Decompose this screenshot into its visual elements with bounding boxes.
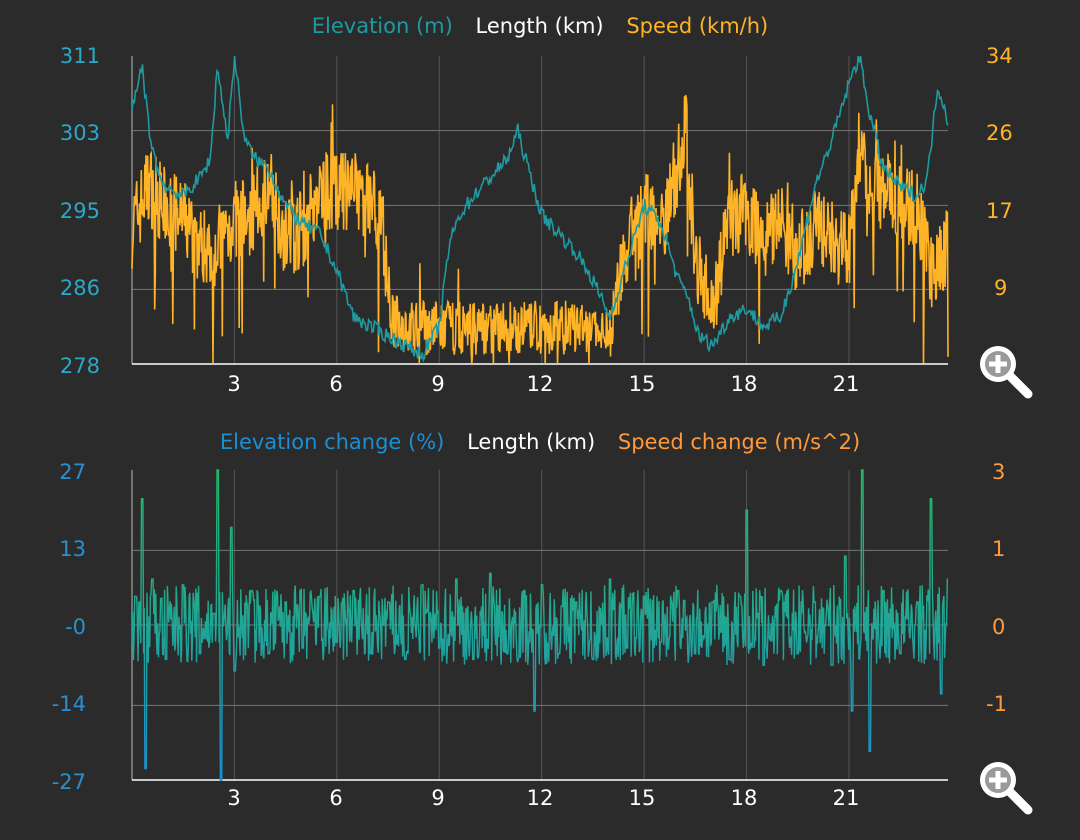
x-tick: 15: [628, 786, 656, 810]
y-left-tick: 278: [59, 354, 100, 378]
x-tick: 6: [329, 786, 343, 810]
legend-elevation: Elevation (m): [311, 14, 453, 38]
y-right-tick: 17: [986, 199, 1013, 223]
legend-speed-change: Speed change (m/s^2): [617, 430, 861, 454]
x-tick: 12: [526, 372, 554, 396]
elevation-speed-change-plot[interactable]: [0, 420, 1080, 840]
y-right-tick: 26: [986, 121, 1013, 145]
y-left-tick: 303: [59, 121, 100, 145]
y-right-tick: 34: [986, 44, 1013, 68]
y-left-tick: -27: [51, 770, 86, 794]
y-left-tick: 286: [59, 276, 100, 300]
legend-speed: Speed (km/h): [626, 14, 769, 38]
legend-length: Length (km): [475, 14, 604, 38]
y-right-tick: 3: [992, 460, 1006, 484]
y-left-tick: 311: [59, 44, 100, 68]
x-tick: 3: [227, 372, 241, 396]
x-tick: 15: [628, 372, 656, 396]
y-right-tick: 9: [994, 276, 1008, 300]
legend-length: Length (km): [467, 430, 596, 454]
elevation-speed-change-chart: Elevation change (%) Length (km) Speed c…: [0, 420, 1080, 840]
zoom-in-icon[interactable]: [972, 338, 1036, 402]
x-tick: 6: [329, 372, 343, 396]
elevation-change-series-line: [131, 469, 948, 781]
y-left-tick: -14: [51, 692, 86, 716]
chart1-legend: Elevation (m) Length (km) Speed (km/h): [0, 14, 1080, 38]
chart2-legend: Elevation change (%) Length (km) Speed c…: [0, 430, 1080, 454]
y-right-tick: 0: [992, 615, 1006, 639]
y-left-tick: -0: [65, 615, 86, 639]
elevation-speed-plot[interactable]: [0, 0, 1080, 410]
x-tick: 9: [431, 786, 445, 810]
elevation-speed-chart: Elevation (m) Length (km) Speed (km/h) 3…: [0, 0, 1080, 410]
y-left-tick: 27: [59, 460, 86, 484]
zoom-in-icon[interactable]: [972, 754, 1036, 818]
y-right-tick: -1: [986, 692, 1007, 716]
speed-series-line: [131, 94, 949, 365]
x-tick: 3: [227, 786, 241, 810]
x-tick: 12: [526, 786, 554, 810]
elevation-series-line: [131, 55, 949, 363]
x-tick: 18: [730, 372, 758, 396]
legend-elevation-change: Elevation change (%): [219, 430, 445, 454]
x-tick: 9: [431, 372, 445, 396]
y-left-tick: 295: [59, 199, 100, 223]
y-left-tick: 13: [59, 537, 86, 561]
y-right-tick: 1: [992, 537, 1006, 561]
x-tick: 21: [832, 786, 860, 810]
x-tick: 21: [832, 372, 860, 396]
x-tick: 18: [730, 786, 758, 810]
